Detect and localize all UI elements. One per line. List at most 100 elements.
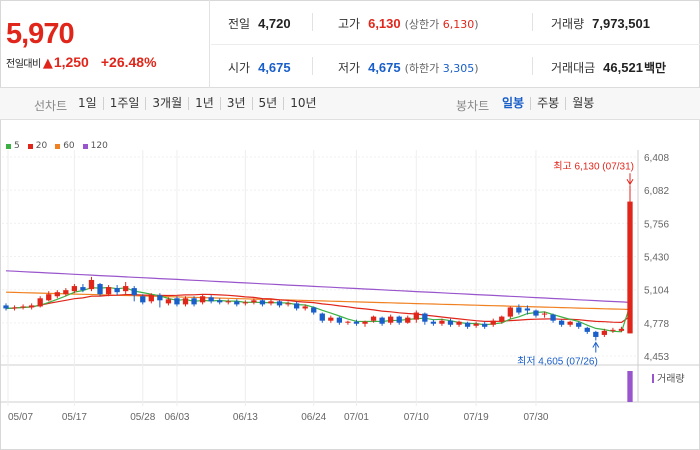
divider — [532, 57, 533, 75]
stat-high: 고가 6,130 (상한가 6,130) — [338, 15, 479, 32]
y-tick-label: 5,104 — [644, 286, 669, 297]
stats-divider — [211, 44, 700, 45]
up-arrow-icon — [592, 341, 600, 348]
stat-value: 46,521 — [603, 60, 643, 75]
candle-body — [46, 294, 52, 301]
candle-body — [353, 321, 360, 324]
tab-1y[interactable]: 1년 — [188, 97, 220, 110]
candle-body — [499, 316, 505, 322]
candle-body — [123, 286, 129, 292]
stat-value: 4,675 — [258, 60, 291, 75]
tab-weekly[interactable]: 주봉 — [530, 97, 565, 110]
x-tick-label: 07/01 — [344, 412, 369, 423]
candle-body — [422, 313, 428, 322]
stat-value: 4,675 — [368, 60, 401, 75]
candle-body — [105, 287, 112, 295]
candle-body — [3, 305, 9, 309]
y-tick-label: 4,778 — [644, 319, 669, 330]
amount-unit: 백만 — [643, 61, 667, 75]
x-tick-label: 06/03 — [164, 412, 189, 423]
upper-limit: (상한가 6,130) — [404, 18, 479, 31]
candle-body — [174, 298, 180, 305]
tab-daily[interactable]: 일봉 — [502, 96, 525, 110]
high-annotation: 최고 6,130 (07/31) — [553, 160, 634, 172]
candle-body — [362, 321, 368, 324]
stat-prev-close: 전일 4,720 — [228, 15, 291, 32]
candle-body — [336, 317, 343, 323]
candle-body — [550, 314, 556, 321]
candle-body — [242, 302, 248, 304]
up-arrow-icon: ▲ — [42, 56, 53, 71]
candle-body — [473, 323, 479, 326]
tab-10y[interactable]: 10년 — [283, 97, 322, 110]
stat-label: 저가 — [338, 61, 361, 75]
candle-body — [576, 322, 582, 327]
candle-body — [37, 298, 43, 307]
stat-label: 고가 — [338, 17, 361, 31]
candles — [3, 185, 633, 341]
stat-value: 7,973,501 — [592, 16, 650, 31]
x-tick-label: 05/28 — [130, 412, 155, 423]
volume-bar — [627, 371, 633, 402]
stat-value: 4,720 — [258, 16, 291, 31]
legend-swatch — [27, 143, 33, 149]
volume-legend-swatch — [652, 374, 654, 383]
candle-body — [567, 321, 573, 325]
candle-body — [285, 303, 291, 305]
change-label: 전일대비 — [6, 59, 41, 70]
candle-body — [114, 288, 120, 293]
candle-body — [157, 295, 163, 301]
legend-ma5: 5 — [6, 141, 20, 151]
date-axis: 05/07 05/17 05/28 06/03 06/13 06/24 07/01 07/10… — [8, 412, 549, 423]
tab-monthly[interactable]: 월봉 — [565, 97, 600, 110]
candle-body — [464, 322, 471, 327]
low-annotation: 최저 4,605 (07/26) — [517, 356, 598, 368]
divider — [532, 13, 533, 31]
change-rate: +26.48% — [100, 54, 157, 70]
legend-ma20: 20 — [27, 141, 47, 151]
candle-body — [199, 296, 206, 303]
x-tick-label: 06/24 — [301, 412, 326, 423]
annotations: 최고 6,130 (07/31) 최저 4,605 (07/26) — [517, 160, 634, 367]
ma-legend: 5 20 60 120 — [6, 141, 116, 151]
candle-body — [593, 331, 599, 337]
stat-low: 저가 4,675 (하한가 3,305) — [338, 59, 479, 76]
candle-body — [345, 321, 351, 323]
candle-body — [379, 317, 385, 324]
legend-swatch — [82, 143, 88, 149]
candle-body — [234, 301, 240, 305]
tab-1w[interactable]: 1주일 — [102, 97, 146, 110]
candle-body — [225, 301, 231, 303]
change-value: 1,250 — [53, 54, 89, 70]
tab-3y[interactable]: 3년 — [219, 97, 252, 110]
candle-body — [191, 298, 197, 305]
volume-label: 거래량 — [657, 373, 685, 385]
candle-body — [28, 305, 35, 308]
candle-body — [516, 307, 522, 313]
candle-body — [524, 308, 531, 311]
candle-body — [293, 303, 300, 309]
candle-body — [251, 300, 257, 303]
ma120-line — [5, 270, 631, 303]
tab-5y[interactable]: 5년 — [251, 97, 284, 110]
candle-body — [259, 300, 266, 305]
divider — [312, 13, 313, 31]
candle-body — [439, 320, 445, 324]
x-tick-label: 06/13 — [233, 412, 258, 423]
candle-body — [148, 295, 154, 302]
line-period-tabs: 1일 1주일 3개월 1년 3년 5년 10년 — [72, 97, 323, 110]
candle-body — [413, 312, 419, 320]
candle-body — [319, 313, 325, 321]
tab-1d[interactable]: 1일 — [78, 96, 97, 110]
chart-grid — [0, 150, 700, 406]
legend-swatch — [6, 143, 11, 149]
candle-body — [165, 299, 172, 304]
candle-body — [140, 296, 146, 303]
candle-body — [396, 316, 402, 323]
candle-body — [54, 292, 60, 297]
candle-body — [208, 297, 214, 302]
candle-period-tabs: 일봉 주봉 월봉 — [496, 97, 600, 110]
x-tick-label: 07/10 — [404, 412, 429, 423]
tab-3m[interactable]: 3개월 — [145, 97, 188, 110]
